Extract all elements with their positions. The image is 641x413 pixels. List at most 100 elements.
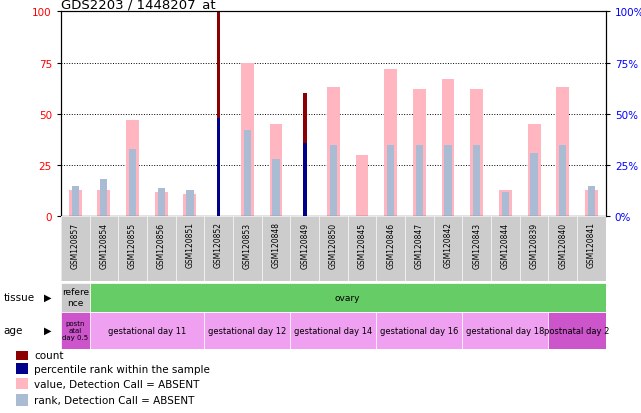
Text: GSM120857: GSM120857 xyxy=(71,222,79,268)
Bar xyxy=(347,217,376,281)
Text: GSM120843: GSM120843 xyxy=(472,222,481,268)
Bar xyxy=(72,186,79,217)
Text: postn
atal
day 0.5: postn atal day 0.5 xyxy=(62,320,88,340)
Text: GDS2203 / 1448207_at: GDS2203 / 1448207_at xyxy=(61,0,215,11)
Bar xyxy=(329,145,337,217)
Bar xyxy=(520,217,549,281)
Bar xyxy=(233,217,262,281)
Text: postnatal day 2: postnatal day 2 xyxy=(544,326,610,335)
Bar xyxy=(183,195,196,217)
Bar xyxy=(434,217,462,281)
Text: GSM120853: GSM120853 xyxy=(243,222,252,268)
Bar xyxy=(69,190,81,217)
Bar xyxy=(90,217,118,281)
Bar xyxy=(405,217,434,281)
Text: ▶: ▶ xyxy=(44,292,51,302)
Bar xyxy=(588,186,595,217)
Bar xyxy=(376,312,462,349)
Bar xyxy=(531,154,538,217)
Bar xyxy=(319,217,347,281)
Text: GSM120844: GSM120844 xyxy=(501,222,510,268)
Bar xyxy=(413,90,426,217)
Bar xyxy=(217,12,221,217)
Text: GSM120847: GSM120847 xyxy=(415,222,424,268)
Bar xyxy=(303,94,306,217)
Bar xyxy=(204,312,290,349)
Bar xyxy=(129,150,136,217)
Bar xyxy=(16,394,28,406)
Bar xyxy=(187,190,194,217)
Bar xyxy=(176,217,204,281)
Bar xyxy=(61,217,90,281)
Bar xyxy=(384,70,397,217)
Text: GSM120839: GSM120839 xyxy=(529,222,538,268)
Bar xyxy=(549,312,606,349)
Text: GSM120840: GSM120840 xyxy=(558,222,567,268)
Bar xyxy=(16,378,28,389)
Bar xyxy=(376,217,405,281)
Bar xyxy=(499,190,512,217)
Bar xyxy=(473,145,480,217)
Bar xyxy=(118,217,147,281)
Text: value, Detection Call = ABSENT: value, Detection Call = ABSENT xyxy=(34,379,199,389)
Bar xyxy=(470,90,483,217)
Text: age: age xyxy=(3,325,22,335)
Text: count: count xyxy=(34,350,63,360)
Bar xyxy=(61,283,90,312)
Bar xyxy=(241,64,254,217)
Bar xyxy=(16,349,28,360)
Text: GSM120854: GSM120854 xyxy=(99,222,108,268)
Bar xyxy=(444,145,452,217)
Text: GSM120841: GSM120841 xyxy=(587,222,596,268)
Bar xyxy=(356,156,369,217)
Bar xyxy=(327,88,340,217)
Text: ▶: ▶ xyxy=(44,325,51,335)
Text: GSM120842: GSM120842 xyxy=(444,222,453,268)
Bar xyxy=(585,190,598,217)
Text: ovary: ovary xyxy=(335,293,360,302)
Bar xyxy=(126,121,139,217)
Bar xyxy=(217,119,221,217)
Bar xyxy=(559,145,566,217)
Text: GSM120850: GSM120850 xyxy=(329,222,338,268)
Bar xyxy=(204,217,233,281)
Text: rank, Detection Call = ABSENT: rank, Detection Call = ABSENT xyxy=(34,395,194,405)
Text: GSM120852: GSM120852 xyxy=(214,222,223,268)
Bar xyxy=(442,80,454,217)
Bar xyxy=(290,217,319,281)
Bar xyxy=(262,217,290,281)
Bar xyxy=(556,88,569,217)
Bar xyxy=(577,217,606,281)
Bar xyxy=(462,312,549,349)
Text: gestational day 11: gestational day 11 xyxy=(108,326,186,335)
Bar xyxy=(101,180,108,217)
Bar xyxy=(290,312,376,349)
Text: refere
nce: refere nce xyxy=(62,288,89,307)
Bar xyxy=(147,217,176,281)
Text: tissue: tissue xyxy=(3,292,35,302)
Bar xyxy=(158,188,165,217)
Bar xyxy=(491,217,520,281)
Bar xyxy=(90,312,204,349)
Bar xyxy=(269,125,283,217)
Bar xyxy=(303,143,306,217)
Text: GSM120851: GSM120851 xyxy=(185,222,194,268)
Bar xyxy=(549,217,577,281)
Text: GSM120848: GSM120848 xyxy=(272,222,281,268)
Text: GSM120846: GSM120846 xyxy=(386,222,395,268)
Text: gestational day 18: gestational day 18 xyxy=(466,326,545,335)
Bar xyxy=(16,363,28,375)
Text: gestational day 12: gestational day 12 xyxy=(208,326,287,335)
Text: GSM120849: GSM120849 xyxy=(300,222,309,268)
Bar xyxy=(272,159,279,217)
Text: gestational day 14: gestational day 14 xyxy=(294,326,372,335)
Bar xyxy=(244,131,251,217)
Bar xyxy=(155,192,168,217)
Bar xyxy=(462,217,491,281)
Text: GSM120856: GSM120856 xyxy=(157,222,166,268)
Bar xyxy=(61,312,90,349)
Bar xyxy=(416,145,423,217)
Bar xyxy=(502,192,509,217)
Text: gestational day 16: gestational day 16 xyxy=(380,326,458,335)
Text: GSM120855: GSM120855 xyxy=(128,222,137,268)
